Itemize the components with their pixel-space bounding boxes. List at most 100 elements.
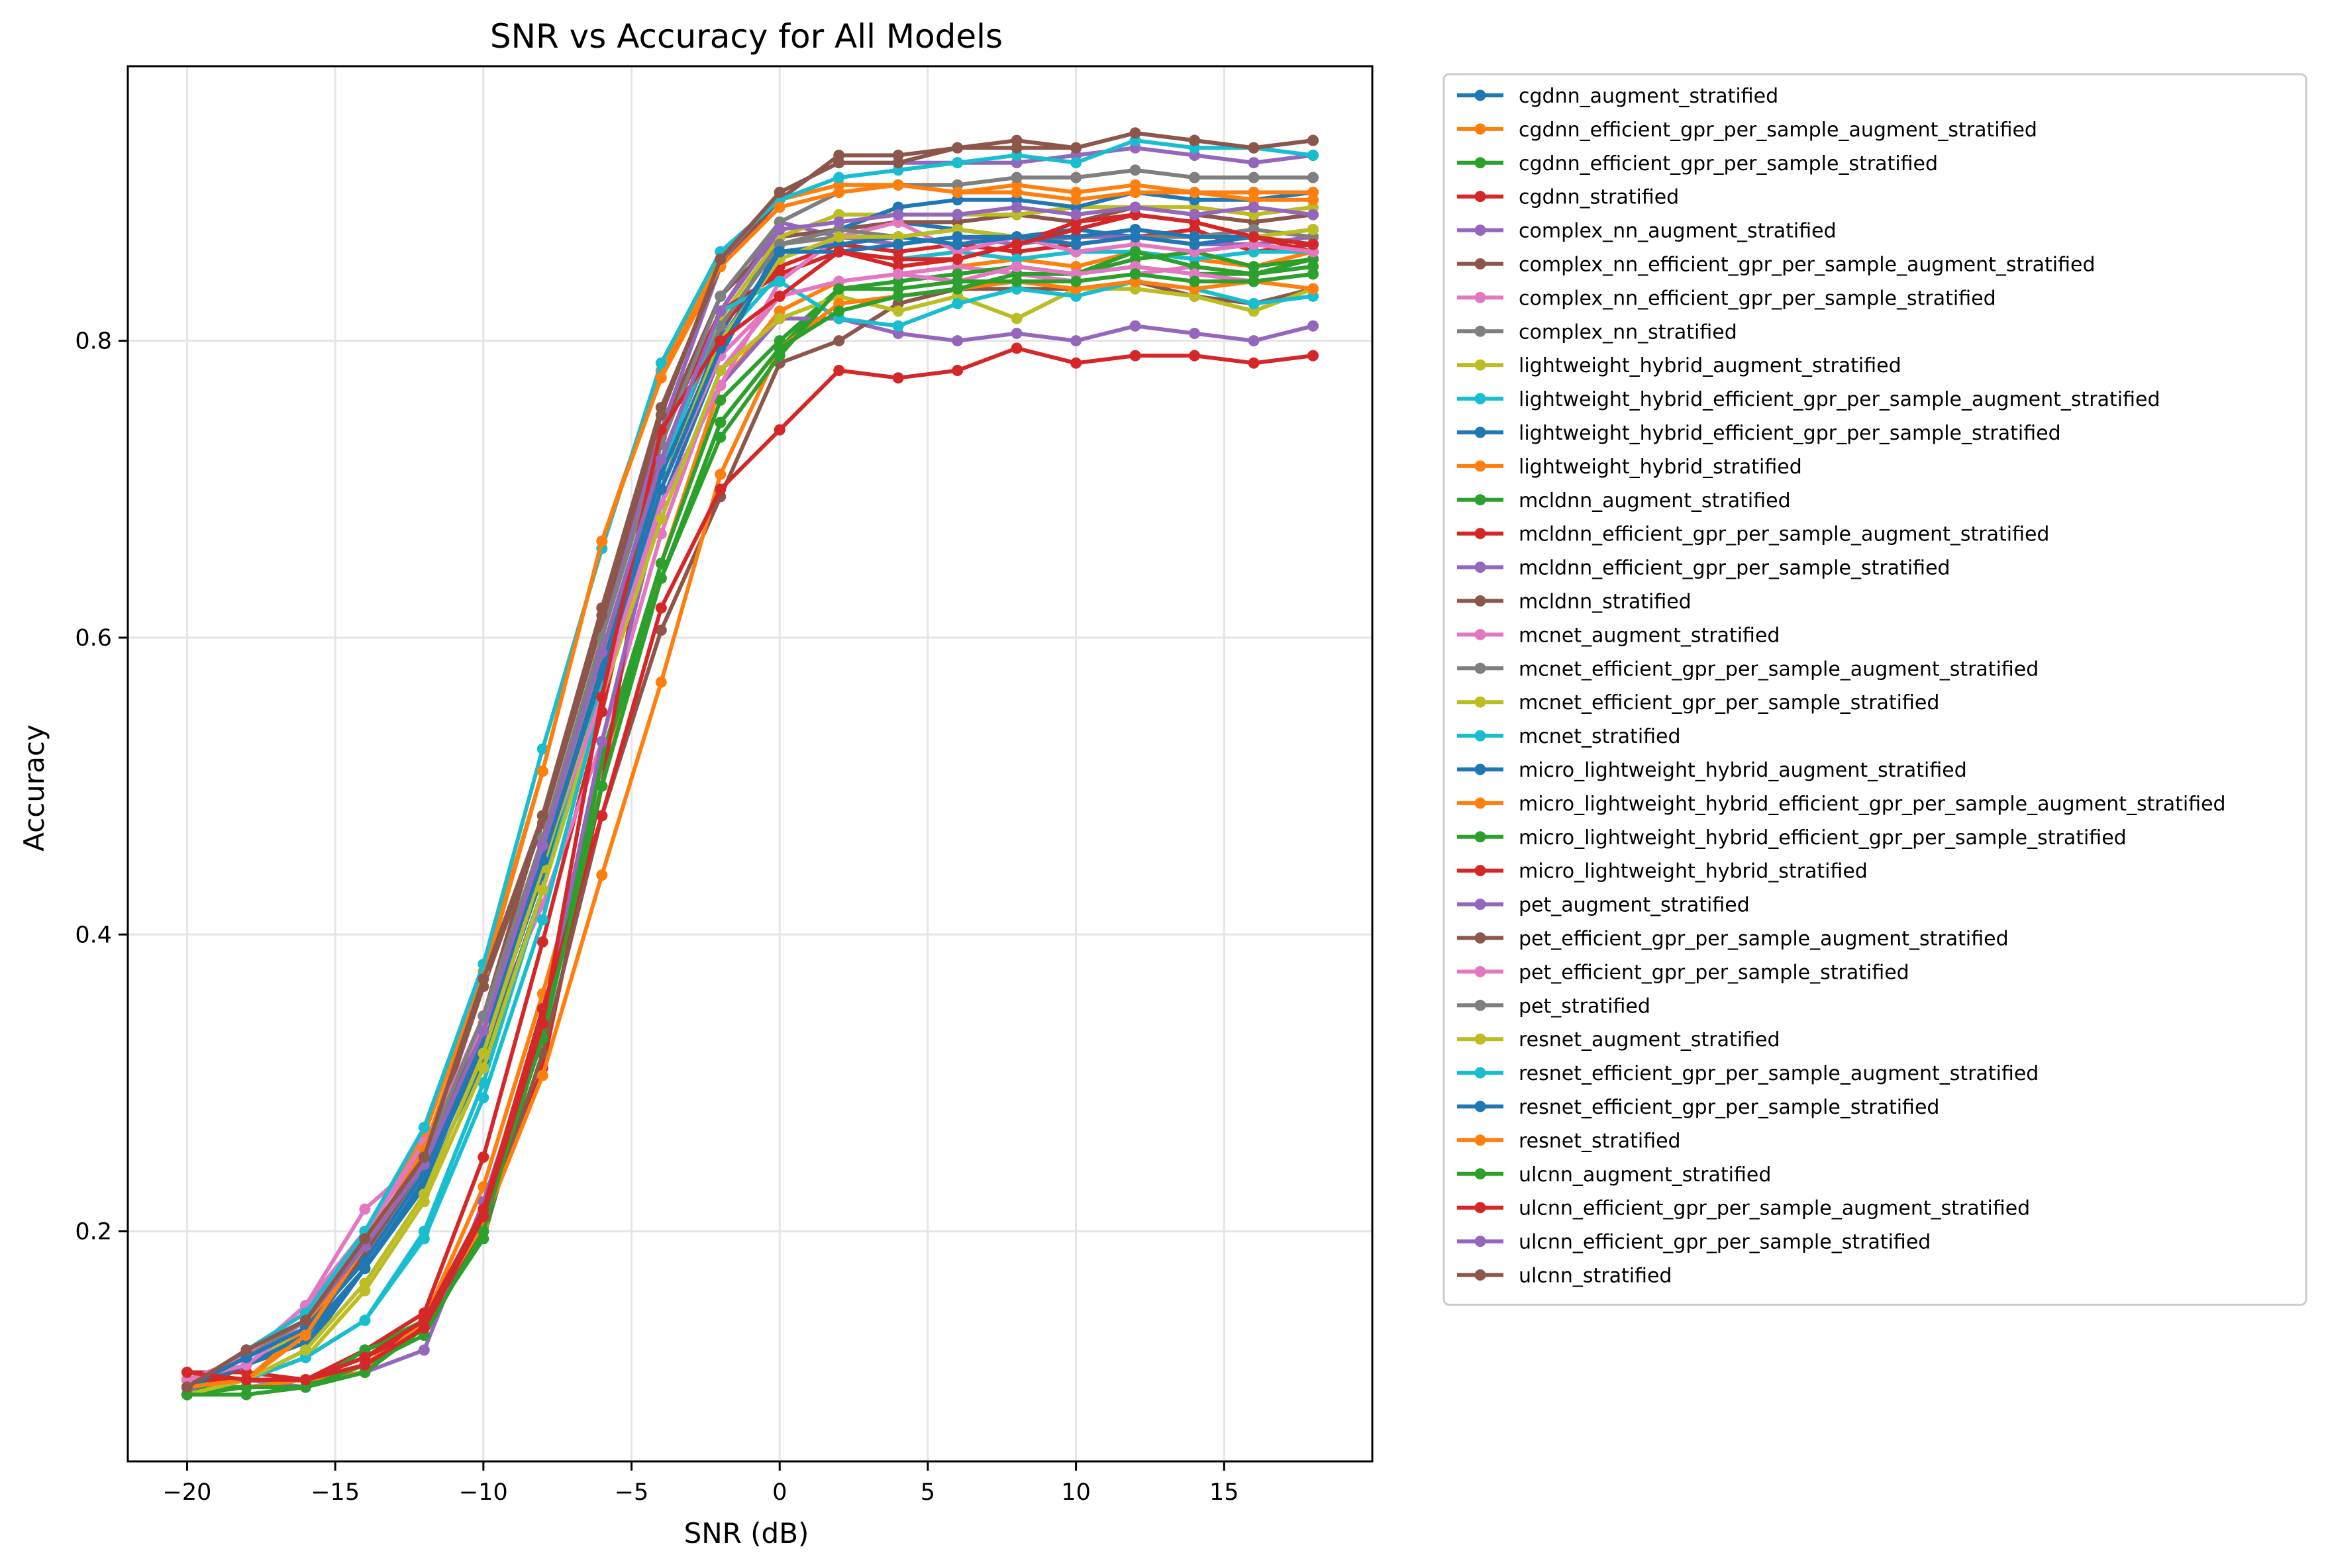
- data-point: [478, 1092, 489, 1104]
- legend-label: pet_stratified: [1519, 995, 1650, 1018]
- data-point: [1011, 201, 1023, 213]
- data-point: [478, 1210, 489, 1222]
- data-point: [1307, 149, 1319, 161]
- legend-swatch-marker: [1474, 730, 1486, 742]
- data-point: [1129, 246, 1141, 258]
- data-point: [952, 187, 964, 199]
- data-point: [1307, 283, 1319, 295]
- data-point: [359, 1255, 371, 1267]
- data-point: [478, 973, 489, 985]
- legend-swatch-marker: [1474, 562, 1486, 573]
- data-point: [536, 810, 548, 822]
- data-point: [892, 305, 904, 317]
- legend-swatch-marker: [1474, 965, 1486, 977]
- legend-box: [1442, 73, 2307, 1306]
- series-line: [185, 205, 1313, 1389]
- data-point: [1011, 275, 1023, 287]
- data-point: [1070, 194, 1082, 206]
- data-point: [774, 424, 785, 436]
- data-point: [1129, 164, 1141, 176]
- data-point: [1070, 172, 1082, 183]
- data-point: [1248, 172, 1260, 183]
- data-point: [1011, 172, 1023, 183]
- data-point: [418, 1122, 430, 1134]
- legend-label: resnet_stratified: [1519, 1130, 1681, 1153]
- legend-entry: mcnet_stratified: [1457, 725, 1681, 748]
- data-point: [536, 840, 548, 852]
- legend-swatch-marker: [1474, 1236, 1486, 1248]
- data-point: [892, 372, 904, 384]
- y-axis-ticks: 0.2 0.4 0.6 0.8: [75, 328, 128, 1246]
- data-point: [1129, 201, 1141, 213]
- legend-swatch-marker: [1474, 1067, 1486, 1079]
- data-point: [655, 624, 667, 636]
- series-ulcnn_augment_stratified: [181, 268, 1319, 1400]
- legend-entry: ulcnn_stratified: [1457, 1265, 1672, 1288]
- data-point: [774, 290, 785, 302]
- data-point: [952, 275, 964, 287]
- data-point: [1129, 224, 1141, 236]
- data-point: [418, 1151, 430, 1163]
- data-point: [359, 1203, 371, 1215]
- data-point: [596, 780, 608, 792]
- data-point: [1307, 268, 1319, 280]
- series-line: [187, 271, 1313, 1397]
- series-line: [186, 227, 1313, 1389]
- legend-entry: ulcnn_efficient_gpr_per_sample_augment_s…: [1457, 1197, 2030, 1220]
- data-point: [596, 869, 608, 881]
- x-tick-label: 15: [1209, 1479, 1239, 1506]
- legend-label: cgdnn_efficient_gpr_per_sample_stratifie…: [1519, 152, 1938, 175]
- legend-label: pet_efficient_gpr_per_sample_augment_str…: [1519, 928, 2009, 951]
- legend-label: resnet_efficient_gpr_per_sample_augment_…: [1519, 1062, 2039, 1085]
- legend: cgdnn_augment_stratified cgdnn_efficient_…: [1442, 73, 2307, 1306]
- legend-entry: ulcnn_augment_stratified: [1457, 1163, 1771, 1187]
- data-point: [1248, 231, 1260, 243]
- legend-label: lightweight_hybrid_efficient_gpr_per_sam…: [1519, 422, 2061, 445]
- data-point: [478, 1025, 489, 1037]
- legend-entry: complex_nn_efficient_gpr_per_sample_augm…: [1457, 254, 2096, 277]
- legend-entry: pet_efficient_gpr_per_sample_stratified: [1457, 961, 1909, 984]
- data-point: [892, 283, 904, 295]
- x-tick-label: −20: [163, 1479, 212, 1506]
- data-point: [536, 884, 548, 896]
- legend-label: cgdnn_stratified: [1519, 186, 1679, 209]
- data-point: [536, 1018, 548, 1030]
- data-point: [833, 283, 845, 295]
- legend-label: lightweight_hybrid_efficient_gpr_per_sam…: [1519, 388, 2160, 411]
- data-point: [1070, 142, 1082, 154]
- data-point: [359, 1233, 371, 1245]
- legend-entry: resnet_efficient_gpr_per_sample_augment_…: [1457, 1062, 2039, 1085]
- legend-swatch-marker: [1474, 628, 1486, 640]
- legend-entry: micro_lightweight_hybrid_stratified: [1457, 860, 1868, 883]
- data-point: [1070, 209, 1082, 220]
- data-point: [1011, 187, 1023, 199]
- chart-title: SNR vs Accuracy for All Models: [490, 17, 1003, 56]
- legend-swatch-marker: [1474, 528, 1486, 540]
- legend-swatch-marker: [1474, 797, 1486, 809]
- data-point: [1248, 157, 1260, 169]
- legend-entry: cgdnn_stratified: [1457, 186, 1679, 209]
- data-point: [655, 602, 667, 614]
- data-point: [952, 142, 964, 154]
- y-tick-label: 0.2: [75, 1219, 112, 1246]
- data-point: [359, 1277, 371, 1289]
- legend-swatch-marker: [1474, 291, 1486, 303]
- data-point: [359, 1314, 371, 1326]
- data-point: [1307, 194, 1319, 206]
- data-point: [715, 335, 727, 347]
- data-point: [1011, 313, 1023, 324]
- data-point: [892, 238, 904, 250]
- legend-label: ulcnn_efficient_gpr_per_sample_augment_s…: [1519, 1197, 2030, 1220]
- data-point: [715, 290, 727, 302]
- legend-items: cgdnn_augment_stratified cgdnn_efficient_…: [1457, 85, 2226, 1288]
- data-point: [774, 187, 785, 199]
- data-point: [833, 187, 845, 199]
- legend-entry: cgdnn_efficient_gpr_per_sample_stratifie…: [1457, 152, 1938, 175]
- y-tick-label: 0.6: [75, 625, 112, 652]
- legend-label: pet_augment_stratified: [1519, 894, 1750, 917]
- data-point: [892, 157, 904, 169]
- data-point: [952, 231, 964, 243]
- legend-label: lightweight_hybrid_augment_stratified: [1519, 354, 1901, 377]
- legend-label: resnet_efficient_gpr_per_sample_stratifi…: [1519, 1096, 1939, 1119]
